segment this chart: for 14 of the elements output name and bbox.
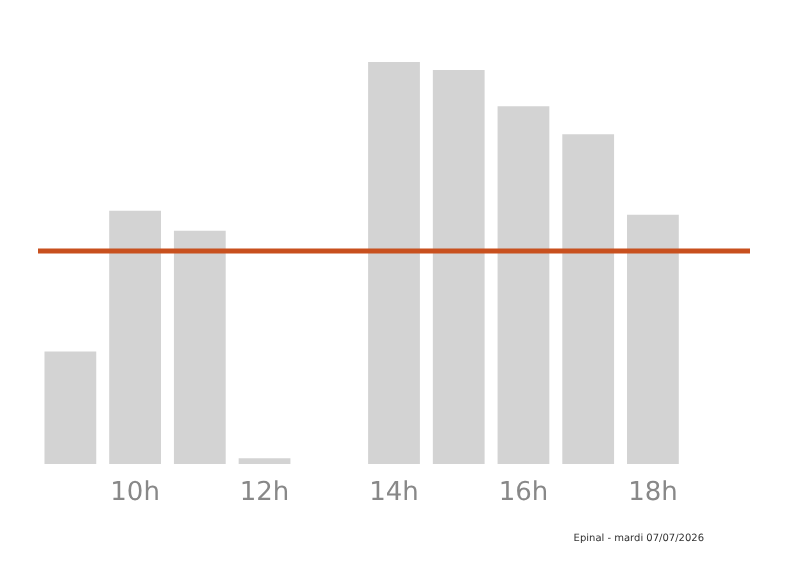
bar (368, 62, 420, 464)
x-tick-label: 16h (498, 478, 549, 508)
bar (173, 230, 226, 464)
bar (562, 134, 615, 464)
x-tick-label: 12h (239, 478, 290, 508)
x-tick-label: 10h (110, 478, 160, 508)
x-tick-label: 14h (369, 478, 419, 508)
bar (432, 70, 485, 464)
bar (627, 214, 679, 464)
bar (109, 210, 161, 464)
bar (44, 351, 97, 464)
bar (238, 458, 291, 464)
x-tick-label: 18h (628, 478, 678, 508)
bar (497, 106, 550, 464)
